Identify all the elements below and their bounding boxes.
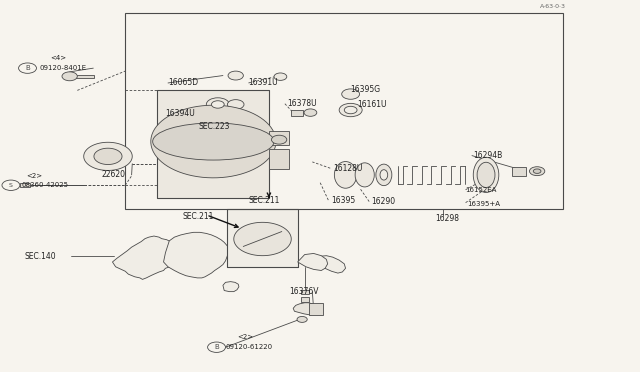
Text: 16152EA: 16152EA (466, 187, 497, 193)
Text: 16394U: 16394U (166, 109, 195, 118)
Polygon shape (113, 236, 182, 279)
Circle shape (62, 72, 77, 81)
Text: 16395G: 16395G (351, 85, 381, 94)
Text: 16395+A: 16395+A (467, 201, 500, 207)
Polygon shape (94, 148, 122, 164)
Circle shape (271, 135, 287, 144)
Ellipse shape (473, 157, 499, 192)
Circle shape (206, 98, 229, 111)
Polygon shape (298, 253, 328, 270)
Bar (76, 75, 94, 78)
Polygon shape (314, 256, 346, 273)
Polygon shape (164, 232, 229, 278)
Circle shape (342, 89, 360, 99)
Bar (301, 297, 308, 302)
Bar (227, 209, 298, 267)
Text: SEC.211: SEC.211 (182, 212, 214, 221)
Text: <4>: <4> (51, 55, 67, 61)
Circle shape (297, 317, 307, 323)
Circle shape (227, 100, 244, 109)
Bar (511, 167, 525, 176)
Ellipse shape (355, 163, 374, 187)
Bar (301, 290, 308, 294)
Ellipse shape (380, 170, 388, 180)
Bar (269, 131, 289, 145)
Text: 16290: 16290 (371, 197, 396, 206)
Circle shape (339, 103, 362, 117)
Circle shape (211, 101, 224, 108)
Text: SEC.211: SEC.211 (248, 196, 280, 205)
Bar (291, 110, 303, 116)
Text: 16376V: 16376V (289, 287, 319, 296)
Bar (269, 149, 289, 169)
Text: 16161U: 16161U (357, 100, 387, 109)
Circle shape (304, 109, 317, 116)
Text: 16298: 16298 (435, 214, 459, 223)
Circle shape (274, 73, 287, 80)
Text: SEC.223: SEC.223 (198, 122, 230, 131)
Text: <2>: <2> (237, 334, 253, 340)
Polygon shape (151, 105, 276, 178)
Ellipse shape (334, 161, 356, 188)
Text: 16378U: 16378U (287, 99, 316, 108)
Text: B: B (25, 65, 30, 71)
Polygon shape (234, 222, 291, 256)
Circle shape (529, 167, 545, 176)
Text: <2>: <2> (26, 173, 42, 179)
Text: S: S (9, 183, 13, 188)
Text: A·63·0·3: A·63·0·3 (540, 4, 566, 9)
Text: 22620: 22620 (102, 170, 125, 179)
Text: 16294B: 16294B (473, 151, 502, 160)
Ellipse shape (153, 123, 274, 160)
Text: 16128U: 16128U (333, 164, 362, 173)
Circle shape (344, 106, 357, 114)
Text: SEC.140: SEC.140 (25, 252, 56, 261)
Ellipse shape (477, 162, 495, 187)
Polygon shape (84, 142, 132, 170)
Polygon shape (20, 183, 30, 187)
Text: 09120-8401E: 09120-8401E (39, 65, 86, 71)
Circle shape (533, 169, 541, 173)
Polygon shape (293, 303, 317, 315)
Bar (157, 90, 269, 198)
Polygon shape (223, 282, 239, 292)
Text: B: B (214, 344, 219, 350)
Circle shape (228, 71, 243, 80)
Bar (125, 13, 563, 209)
Bar (308, 303, 323, 315)
Text: 08360-42025: 08360-42025 (21, 182, 68, 188)
Text: 09120-61220: 09120-61220 (225, 344, 273, 350)
Ellipse shape (376, 164, 392, 186)
Text: 16391U: 16391U (248, 78, 278, 87)
Text: 16395: 16395 (332, 196, 356, 205)
Text: 16065D: 16065D (168, 78, 198, 87)
